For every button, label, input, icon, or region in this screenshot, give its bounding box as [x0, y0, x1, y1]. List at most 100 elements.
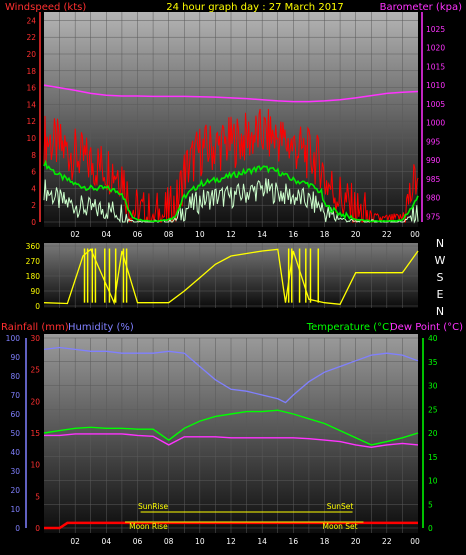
temperature-y-tick-label: 0 — [428, 524, 433, 533]
windspeed-axis-label: Windspeed (kts) — [5, 2, 86, 13]
direction-y-tick-label: 180 — [26, 272, 41, 281]
rainfall-y-tick-label: 20 — [30, 397, 40, 406]
x-tick-label: 10 — [195, 230, 205, 239]
x-tick-label: 18 — [320, 537, 330, 546]
humidity-y-tick-label: 0 — [15, 524, 20, 533]
gust-series-line — [43, 108, 419, 223]
pressure-y-tick-label: 975 — [426, 212, 441, 221]
x-tick-label: 14 — [257, 537, 267, 546]
temperature-y-tick-label: 40 — [428, 334, 438, 343]
rainfall-y-tick-label: 10 — [30, 461, 40, 470]
x-tick-label: 06 — [133, 537, 143, 546]
wind-y-tick-label: 12 — [26, 117, 36, 126]
wind-y-tick-label: 4 — [31, 184, 36, 193]
compass-label: W — [435, 254, 446, 267]
humidity-y-tick-label: 50 — [10, 429, 20, 438]
x-tick-label: 02 — [70, 230, 80, 239]
x-tick-label: 04 — [102, 537, 112, 546]
rainfall-y-tick-label: 25 — [30, 366, 40, 375]
pressure-y-tick-label: 1000 — [426, 119, 445, 128]
temperature-axis-label: Temperature (°C) — [306, 322, 393, 333]
sunset-label: SunSet — [327, 502, 354, 511]
humidity-series-line — [43, 346, 419, 404]
wind-y-tick-label: 6 — [31, 168, 36, 177]
sunrise-label: SunRise — [138, 502, 168, 511]
humidity-y-tick-label: 80 — [10, 372, 20, 381]
rainfall-series-line — [44, 521, 418, 530]
wind-y-tick-label: 24 — [26, 16, 36, 25]
pressure-y-tick-label: 980 — [426, 194, 441, 203]
minimum-series-line — [43, 178, 419, 224]
wind-y-tick-label: 18 — [26, 67, 36, 76]
compass-label: E — [437, 288, 444, 301]
x-tick-label: 22 — [382, 230, 392, 239]
temperature-y-tick-label: 30 — [428, 382, 438, 391]
temperature-y-tick-label: 5 — [428, 500, 433, 509]
humidity-y-tick-label: 70 — [10, 391, 20, 400]
direction-series-line — [43, 248, 419, 306]
x-tick-label: 18 — [320, 230, 330, 239]
x-tick-label: 20 — [351, 537, 361, 546]
x-tick-label: 20 — [351, 230, 361, 239]
pressure-series-line — [43, 84, 419, 103]
direction-y-tick-label: 360 — [26, 242, 41, 251]
wind-y-tick-label: 0 — [31, 218, 36, 227]
wind-y-tick-label: 22 — [26, 33, 36, 42]
average-series-line — [43, 159, 419, 223]
x-tick-label: 02 — [70, 537, 80, 546]
x-tick-label: 00 — [410, 230, 420, 239]
wind-chart: 0246810121416182022249759809859909951000… — [26, 12, 445, 239]
x-tick-label: 00 — [410, 537, 420, 546]
direction-y-tick-label: 90 — [30, 287, 40, 296]
pressure-y-tick-label: 1005 — [426, 100, 445, 109]
humidity-y-tick-label: 60 — [10, 410, 20, 419]
wind-y-tick-label: 16 — [26, 84, 36, 93]
rainfall-y-tick-label: 15 — [30, 429, 40, 438]
x-tick-label: 06 — [133, 230, 143, 239]
humidity-axis-label: Humidity (%) — [68, 322, 134, 333]
humidity-y-tick-label: 30 — [10, 467, 20, 476]
wind-y-tick-label: 8 — [31, 151, 36, 160]
barometer-axis-label: Barometer (kpa) — [380, 2, 462, 13]
direction-y-tick-label: 270 — [26, 257, 41, 266]
temperature-y-tick-label: 10 — [428, 477, 438, 486]
humidity-y-tick-label: 10 — [10, 505, 20, 514]
humidity-y-tick-label: 90 — [10, 353, 20, 362]
chart-title: 24 hour graph day : 27 March 2017 — [166, 2, 344, 13]
x-tick-label: 12 — [226, 537, 236, 546]
wind-y-tick-label: 20 — [26, 50, 36, 59]
pressure-y-tick-label: 990 — [426, 156, 441, 165]
rainfall-y-tick-label: 0 — [35, 524, 40, 533]
x-tick-label: 16 — [289, 230, 299, 239]
environment-chart: 0510152025303540010203040506070809010005… — [6, 334, 438, 546]
x-tick-label: 22 — [382, 537, 392, 546]
rainfall-axis-label: Rainfall (mm) — [1, 322, 69, 333]
pressure-y-tick-label: 985 — [426, 175, 441, 184]
pressure-y-tick-label: 1015 — [426, 62, 445, 71]
pressure-y-tick-label: 1025 — [426, 25, 445, 34]
compass-label: N — [436, 237, 444, 250]
moonrise-label: Moon Rise — [129, 522, 168, 531]
moonset-label: Moon Set — [323, 522, 358, 531]
temperature-series-line — [43, 409, 419, 446]
wind-y-tick-label: 2 — [31, 201, 36, 210]
x-tick-label: 16 — [289, 537, 299, 546]
humidity-y-tick-label: 40 — [10, 448, 20, 457]
x-tick-label: 14 — [257, 230, 267, 239]
humidity-y-tick-label: 100 — [6, 334, 21, 343]
rainfall-y-tick-label: 5 — [35, 492, 40, 501]
x-tick-label: 10 — [195, 537, 205, 546]
pressure-y-tick-label: 1010 — [426, 81, 445, 90]
x-tick-label: 04 — [102, 230, 112, 239]
compass-label: N — [436, 305, 444, 318]
dewpoint-series-line — [44, 433, 419, 449]
temperature-y-tick-label: 20 — [428, 429, 438, 438]
temperature-y-tick-label: 35 — [428, 358, 438, 367]
pressure-y-tick-label: 995 — [426, 137, 441, 146]
x-tick-label: 08 — [164, 537, 174, 546]
x-tick-label: 08 — [164, 230, 174, 239]
direction-y-tick-label: 0 — [35, 302, 40, 311]
rainfall-y-tick-label: 30 — [30, 334, 40, 343]
pressure-y-tick-label: 1020 — [426, 44, 445, 53]
